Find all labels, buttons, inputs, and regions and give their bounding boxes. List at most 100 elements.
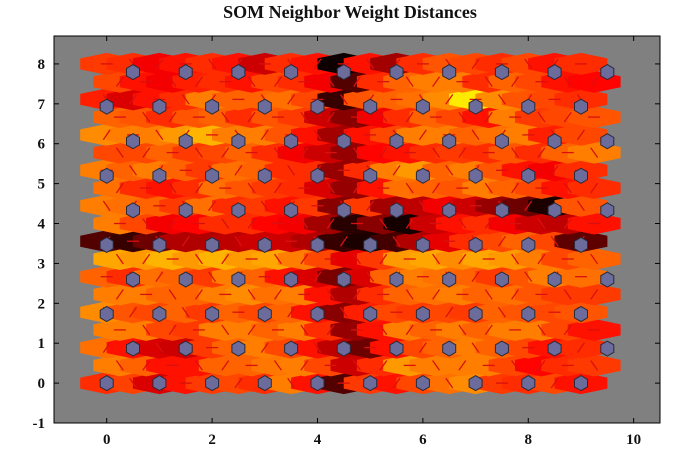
neuron-node	[178, 271, 193, 288]
neighbor-connector	[563, 182, 572, 194]
neuron-node	[521, 98, 536, 115]
neighbor-connector	[155, 342, 164, 353]
neighbor-connector	[511, 76, 520, 87]
neighbor-connector	[194, 360, 203, 371]
neuron-node	[468, 167, 483, 184]
neighbor-connector	[102, 342, 111, 353]
neighbor-connector	[366, 271, 375, 282]
neuron-node	[494, 340, 509, 357]
neighbor-connector	[129, 94, 138, 105]
neuron-node	[363, 305, 378, 323]
x-tick-label: 4	[314, 432, 322, 448]
neighbor-connector	[313, 271, 322, 282]
neighbor-connector	[379, 111, 388, 123]
x-axis: 0 2 4 6 8 10	[103, 36, 641, 448]
neuron-node	[415, 375, 430, 392]
neighbor-connector	[129, 306, 138, 318]
neuron-node	[310, 375, 325, 392]
neighbor-connector	[353, 76, 361, 87]
neuron-node	[310, 98, 325, 115]
neuron-node	[389, 202, 404, 219]
neuron-node	[442, 202, 457, 219]
neighbor-connector	[234, 165, 243, 176]
neighbor-connector	[326, 111, 335, 123]
neighbor-connector	[194, 289, 203, 300]
neuron-node	[152, 167, 167, 184]
neuron-node	[468, 236, 483, 253]
neighbor-connector	[208, 271, 217, 282]
y-tick-label: 1	[38, 336, 46, 352]
neuron-node	[574, 305, 588, 323]
neighbor-connector	[300, 324, 309, 336]
x-tick-label: 6	[419, 432, 427, 448]
neighbor-connector	[339, 235, 348, 247]
neighbor-connector	[366, 200, 375, 212]
neighbor-connector	[115, 253, 124, 265]
neighbor-connector	[313, 58, 322, 70]
neighbor-connector	[537, 253, 546, 265]
neuron-node	[574, 236, 588, 253]
neighbor-connector	[142, 218, 151, 229]
neighbor-connector	[247, 218, 256, 229]
neuron-node	[336, 133, 351, 150]
neighbor-connector	[563, 111, 572, 123]
neighbor-connector	[590, 253, 599, 265]
neighbor-connector	[471, 129, 480, 141]
neuron-node	[415, 236, 430, 253]
neuron-node	[231, 271, 246, 288]
neuron-node	[231, 340, 246, 357]
neighbor-connector	[181, 235, 190, 247]
neighbor-connector	[511, 289, 520, 300]
neighbor-connector	[287, 165, 296, 176]
neighbor-connector	[326, 324, 335, 336]
neuron-node	[178, 133, 193, 150]
y-tick-label: 3	[38, 256, 46, 272]
neighbor-connector	[484, 324, 493, 336]
y-tick-label: 0	[38, 376, 46, 392]
neighbor-connector	[432, 253, 441, 265]
neuron-node	[600, 202, 615, 219]
neighbor-connector	[484, 76, 493, 87]
neighbor-connector	[497, 235, 506, 247]
neighbor-connector	[405, 324, 414, 336]
neuron-node	[442, 133, 457, 150]
neighbor-connector	[247, 182, 256, 194]
neuron-node	[205, 167, 220, 184]
neuron-node	[126, 340, 140, 357]
neuron-node	[205, 375, 220, 392]
neuron-node	[152, 236, 167, 253]
neuron-node	[468, 375, 483, 392]
neuron-node	[231, 64, 246, 81]
neighbor-connector	[234, 235, 243, 247]
y-tick-label: 6	[38, 137, 46, 153]
neighbor-connector	[208, 200, 217, 212]
neuron-node	[547, 64, 562, 81]
neighbor-connector	[221, 147, 230, 158]
neighbor-connector	[221, 111, 230, 123]
neighbor-connector	[287, 306, 296, 318]
neuron-node	[547, 340, 562, 357]
neighbor-connector	[392, 165, 401, 176]
neighbor-connector	[458, 324, 467, 336]
neighbor-connector	[142, 360, 151, 371]
neighbor-connector	[300, 253, 309, 265]
neuron-node	[363, 98, 378, 115]
neighbor-connector	[471, 58, 480, 70]
neighbor-connector	[550, 165, 559, 176]
neuron-node	[363, 375, 378, 392]
neighbor-connector	[129, 165, 138, 176]
neuron-node	[521, 236, 536, 253]
neighbor-connector	[576, 342, 585, 353]
neighbor-connector	[155, 58, 164, 70]
neighbor-connector	[300, 360, 309, 371]
neighbor-connector	[563, 76, 572, 87]
neighbor-connector	[168, 111, 177, 123]
y-tick-label: 5	[38, 177, 46, 193]
neighbor-connector	[273, 182, 282, 194]
neuron-node	[494, 133, 509, 150]
neighbor-connector	[221, 218, 230, 229]
neighbor-connector	[405, 111, 414, 123]
neighbor-connector	[194, 182, 203, 194]
neighbor-connector	[313, 129, 322, 141]
neuron-node	[257, 236, 272, 253]
